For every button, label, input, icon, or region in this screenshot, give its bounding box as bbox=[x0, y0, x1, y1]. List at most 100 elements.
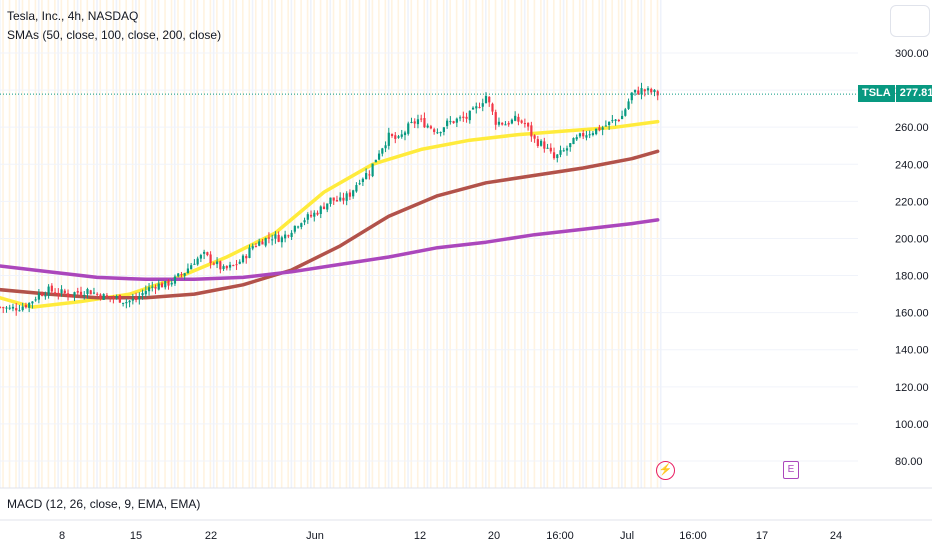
sma-indicator-label[interactable]: SMAs (50, close, 100, close, 200, close) bbox=[7, 28, 222, 42]
candle-body bbox=[296, 226, 300, 228]
candle-body bbox=[617, 120, 620, 122]
candle-body bbox=[173, 276, 177, 284]
candle-body bbox=[517, 116, 520, 122]
candle-body bbox=[248, 247, 251, 258]
candle-body bbox=[578, 133, 582, 137]
macd-indicator-label[interactable]: MACD (12, 26, close, 9, EMA, EMA) bbox=[7, 497, 201, 511]
session-band bbox=[378, 0, 380, 488]
candle-body bbox=[180, 274, 183, 276]
candle bbox=[578, 132, 582, 139]
candle-body bbox=[115, 295, 118, 298]
session-band bbox=[96, 0, 98, 488]
candle bbox=[248, 244, 251, 259]
sma-line-sma-50[interactable] bbox=[0, 119, 660, 309]
candle bbox=[141, 289, 144, 300]
candle bbox=[604, 120, 607, 127]
candle-body bbox=[28, 302, 31, 308]
candle bbox=[309, 210, 313, 218]
candle bbox=[122, 302, 125, 307]
candle bbox=[475, 102, 478, 114]
chart-title[interactable]: Tesla, Inc., 4h, NASDAQ bbox=[7, 9, 139, 23]
candle bbox=[361, 177, 364, 187]
candle-body bbox=[465, 116, 468, 119]
candle-body bbox=[403, 132, 407, 136]
session-band bbox=[183, 0, 186, 488]
candle-body bbox=[426, 125, 429, 128]
session-band bbox=[209, 0, 212, 488]
candle bbox=[277, 231, 280, 243]
candle-body bbox=[131, 298, 134, 301]
candle bbox=[413, 118, 416, 129]
session-band bbox=[582, 0, 584, 488]
candle bbox=[329, 197, 332, 207]
time-axis: 8 15 22 Jun 12 20 16:00 Jul 16:00 17 24 bbox=[59, 530, 842, 542]
session-band bbox=[488, 0, 490, 488]
candle bbox=[426, 123, 429, 129]
session-band bbox=[34, 0, 37, 488]
candle bbox=[637, 86, 640, 95]
candle-body bbox=[206, 252, 209, 256]
session-band bbox=[154, 0, 157, 488]
candle-body bbox=[608, 121, 611, 126]
candle bbox=[543, 137, 546, 153]
candle-body bbox=[89, 290, 92, 295]
candle-body bbox=[199, 255, 202, 259]
candle-body bbox=[21, 306, 24, 311]
candle-body bbox=[588, 134, 591, 136]
candle bbox=[251, 243, 254, 251]
candle-body bbox=[151, 286, 154, 288]
candle bbox=[34, 296, 37, 302]
candle bbox=[193, 259, 196, 265]
candle bbox=[128, 299, 131, 308]
candle bbox=[37, 289, 40, 304]
candle-body bbox=[2, 307, 5, 309]
candle-body bbox=[452, 121, 455, 124]
session-band bbox=[601, 0, 604, 488]
candle-body bbox=[614, 119, 617, 121]
session-band bbox=[37, 0, 40, 488]
candle-body bbox=[332, 197, 335, 201]
candle bbox=[254, 242, 258, 248]
session-band bbox=[170, 0, 173, 488]
candle-body bbox=[368, 174, 371, 176]
candle bbox=[157, 279, 160, 291]
candle-body bbox=[186, 268, 190, 274]
candle-body bbox=[222, 266, 225, 270]
candle bbox=[11, 303, 15, 312]
candle bbox=[0, 306, 2, 309]
candle-body bbox=[60, 289, 63, 294]
candle bbox=[167, 279, 170, 290]
candle-body bbox=[232, 265, 235, 267]
candle-body bbox=[219, 261, 222, 270]
session-band bbox=[656, 0, 659, 488]
candle bbox=[125, 299, 128, 309]
session-band bbox=[319, 0, 322, 488]
candle-body bbox=[546, 147, 549, 149]
candle bbox=[144, 285, 147, 298]
candle bbox=[186, 263, 190, 274]
candle bbox=[212, 261, 215, 266]
candle bbox=[458, 115, 462, 122]
sma-line-sma-200[interactable] bbox=[0, 218, 660, 282]
lightning-icon[interactable]: ⚡ bbox=[656, 461, 675, 480]
candle-body bbox=[591, 133, 595, 135]
session-band bbox=[138, 0, 140, 488]
candle bbox=[397, 134, 400, 139]
axis-settings-button[interactable] bbox=[890, 5, 930, 37]
candle-body bbox=[271, 239, 274, 241]
candle-body bbox=[154, 287, 157, 289]
candle bbox=[170, 279, 173, 287]
candle-body bbox=[604, 125, 607, 127]
earnings-icon[interactable]: E bbox=[783, 461, 799, 479]
candle bbox=[348, 189, 352, 200]
session-band bbox=[73, 0, 76, 488]
candle bbox=[183, 272, 186, 280]
candle-body bbox=[8, 307, 11, 309]
session-band bbox=[173, 0, 176, 488]
session-band bbox=[310, 0, 312, 488]
candle bbox=[507, 121, 510, 127]
candle bbox=[196, 256, 199, 266]
candle-body bbox=[193, 263, 196, 265]
session-band bbox=[144, 0, 147, 488]
